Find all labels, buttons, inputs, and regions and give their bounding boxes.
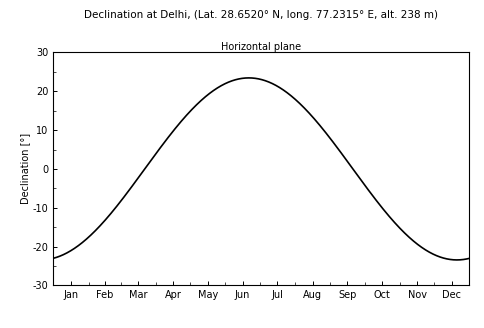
Y-axis label: Declination [°]: Declination [°] [20, 133, 30, 204]
Title: Horizontal plane: Horizontal plane [221, 42, 302, 52]
Text: Declination at Delhi, (Lat. 28.6520° N, long. 77.2315° E, alt. 238 m): Declination at Delhi, (Lat. 28.6520° N, … [84, 10, 439, 20]
